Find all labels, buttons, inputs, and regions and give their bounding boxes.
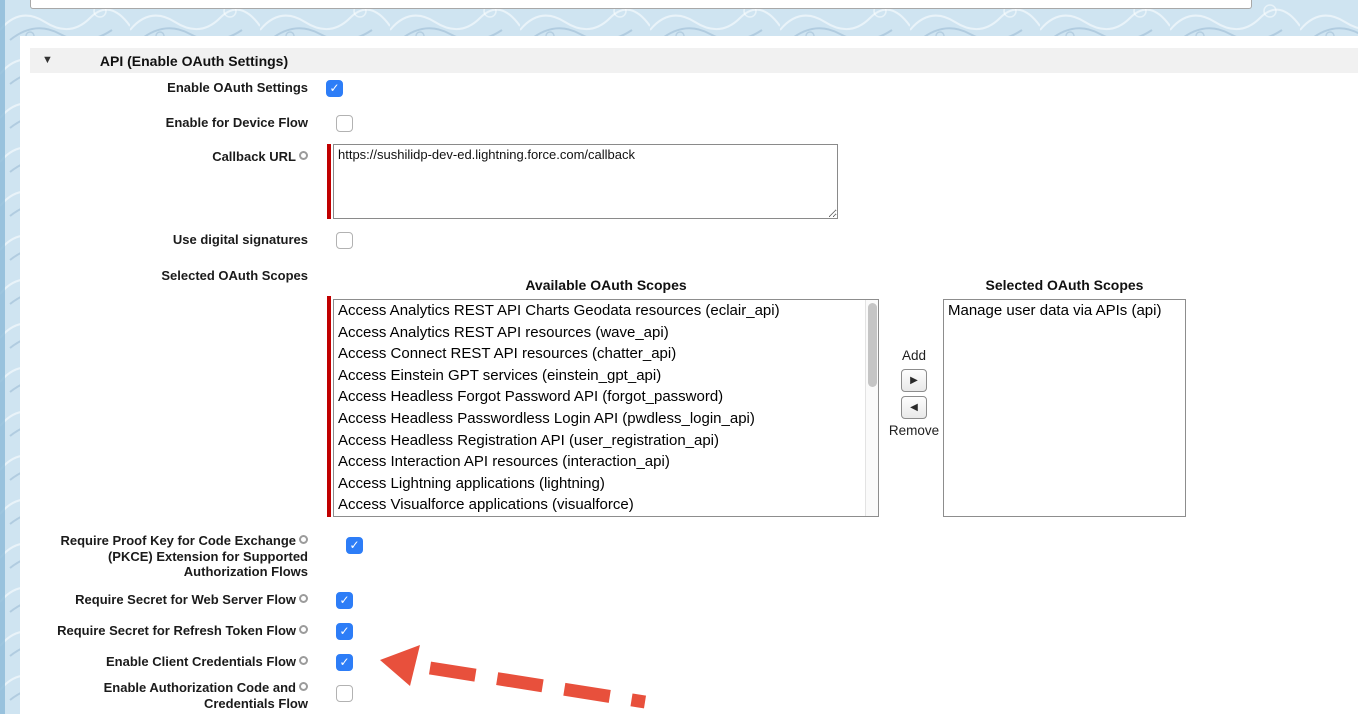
- help-info-icon[interactable]: [299, 682, 308, 691]
- row-oauth-scopes: Selected OAuth Scopes: [20, 268, 308, 284]
- oauth-scopes-label: Selected OAuth Scopes: [161, 268, 308, 283]
- scope-option[interactable]: Access Interaction API resources (intera…: [338, 453, 670, 471]
- scrollbar[interactable]: [865, 300, 878, 516]
- scrollbar-thumb[interactable]: [868, 303, 877, 387]
- device-flow-label: Enable for Device Flow: [165, 115, 308, 130]
- required-marker: [327, 296, 331, 517]
- scope-option[interactable]: Access Headless Registration API (user_r…: [338, 431, 720, 449]
- available-scopes-header: Available OAuth Scopes: [525, 277, 687, 293]
- help-info-icon[interactable]: [299, 625, 308, 634]
- row-refresh-token-secret: Require Secret for Refresh Token Flow: [20, 623, 353, 645]
- section-title: API (Enable OAuth Settings): [99, 52, 289, 69]
- remove-button[interactable]: ◀: [901, 396, 927, 419]
- help-info-icon[interactable]: [299, 594, 308, 603]
- left-arrow-icon: ◀: [910, 401, 918, 413]
- add-button[interactable]: ▶: [901, 369, 927, 392]
- row-web-server-secret: Require Secret for Web Server Flow: [20, 592, 353, 614]
- required-marker: [327, 144, 331, 219]
- collapse-triangle-icon[interactable]: ▼: [42, 54, 53, 66]
- scope-option[interactable]: Access Visualforce applications (visualf…: [338, 496, 634, 514]
- callback-url-input[interactable]: https://sushilidp-dev-ed.lightning.force…: [333, 144, 838, 219]
- scope-option[interactable]: Access Analytics REST API resources (wav…: [338, 323, 669, 341]
- right-arrow-icon: ▶: [910, 374, 918, 386]
- scope-option[interactable]: Access Lightning applications (lightning…: [338, 474, 605, 492]
- client-credentials-label: Enable Client Credentials Flow: [106, 654, 296, 669]
- available-scopes-items: Access Analytics REST API Charts Geodata…: [334, 300, 878, 516]
- client-credentials-checkbox[interactable]: [336, 654, 353, 671]
- scope-option[interactable]: Access Headless Passwordless Login API (…: [338, 409, 755, 427]
- selected-scopes-items: Manage user data via APIs (api): [944, 300, 1185, 322]
- enable-oauth-label: Enable OAuth Settings: [167, 80, 308, 95]
- row-auth-code-credentials: Enable Authorization Code and Credential…: [20, 680, 353, 711]
- scope-option[interactable]: Access Analytics REST API Charts Geodata…: [338, 302, 780, 319]
- auth-code-credentials-checkbox[interactable]: [336, 685, 353, 702]
- auth-code-credentials-label-line2: Credentials Flow: [203, 695, 308, 711]
- section-header-api-oauth[interactable]: ▼ API (Enable OAuth Settings): [30, 48, 1358, 73]
- remove-label: Remove: [888, 423, 940, 438]
- scope-option[interactable]: Access Connect REST API resources (chatt…: [338, 345, 677, 363]
- pkce-label-line1: Require Proof Key for Code Exchange: [60, 533, 297, 548]
- callback-url-label: Callback URL: [212, 149, 296, 164]
- add-label: Add: [901, 348, 927, 363]
- digital-signatures-checkbox[interactable]: [336, 232, 353, 249]
- scope-option[interactable]: Access Einstein GPT services (einstein_g…: [338, 366, 662, 384]
- help-info-icon[interactable]: [299, 535, 308, 544]
- top-panel-edge: [30, 0, 1252, 9]
- help-info-icon[interactable]: [299, 151, 308, 160]
- device-flow-checkbox[interactable]: [336, 115, 353, 132]
- refresh-token-secret-checkbox[interactable]: [336, 623, 353, 640]
- selected-scopes-list[interactable]: Manage user data via APIs (api): [943, 299, 1186, 517]
- scope-option[interactable]: Access Headless Forgot Password API (for…: [338, 388, 724, 406]
- selected-scopes-header: Selected OAuth Scopes: [985, 277, 1144, 293]
- help-info-icon[interactable]: [299, 656, 308, 665]
- content-area: ▼ API (Enable OAuth Settings) Enable OAu…: [20, 36, 1358, 714]
- scope-option[interactable]: Manage user data via APIs (api): [948, 302, 1162, 319]
- web-server-secret-label: Require Secret for Web Server Flow: [75, 592, 296, 607]
- digital-signatures-label: Use digital signatures: [172, 232, 308, 247]
- row-enable-oauth: Enable OAuth Settings: [20, 80, 343, 102]
- available-scopes-list[interactable]: Access Analytics REST API Charts Geodata…: [333, 299, 879, 517]
- refresh-token-secret-label: Require Secret for Refresh Token Flow: [57, 623, 296, 638]
- row-digital-signatures: Use digital signatures: [20, 232, 353, 254]
- add-remove-controls: Add ▶ ◀ Remove: [886, 299, 942, 439]
- row-callback-url: Callback URL https://sushilidp-dev-ed.li…: [20, 144, 838, 219]
- row-client-credentials: Enable Client Credentials Flow: [20, 654, 353, 676]
- row-device-flow: Enable for Device Flow: [20, 115, 353, 137]
- pkce-checkbox[interactable]: [346, 537, 363, 554]
- pkce-label-line3: Authorization Flows: [183, 564, 308, 579]
- row-pkce: Require Proof Key for Code Exchange (PKC…: [20, 533, 363, 580]
- web-server-secret-checkbox[interactable]: [336, 592, 353, 609]
- auth-code-credentials-label-line1: Enable Authorization Code and: [103, 680, 296, 695]
- pkce-label-line2: (PKCE) Extension for Supported: [107, 548, 308, 564]
- enable-oauth-checkbox[interactable]: [326, 80, 343, 97]
